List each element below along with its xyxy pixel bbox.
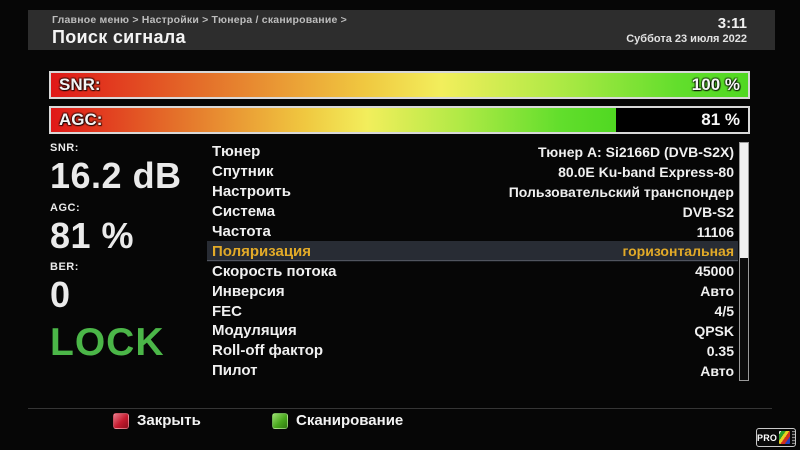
settings-row-label: Система: [212, 203, 276, 221]
signal-stats-panel: SNR: 16.2 dB AGC: 81 % BER: 0 LOCK: [50, 142, 200, 365]
agc-progress-bar: AGC: 81 %: [49, 106, 750, 134]
logo-text: PRO: [757, 432, 778, 443]
clock: 3:11: [717, 15, 747, 32]
settings-row-label: Поляризация: [212, 242, 312, 260]
settings-row[interactable]: Спутник 80.0E Ku-band Express-80: [207, 162, 738, 182]
settings-row[interactable]: Инверсия Авто: [207, 281, 738, 301]
settings-row-value: 11106: [696, 223, 734, 240]
page-title: Поиск сигнала: [52, 27, 186, 47]
settings-row-value: горизонтальная: [622, 243, 734, 260]
snr-stat-value: 16.2 dB: [50, 155, 182, 196]
green-key-icon: [272, 412, 288, 429]
settings-row-value: Тюнер A: Si2166D (DVB-S2X): [537, 143, 734, 160]
channel-watermark-logo: PRO: [756, 428, 796, 447]
settings-row[interactable]: Система DVB-S2: [207, 202, 738, 222]
settings-row[interactable]: Пилот Авто: [207, 361, 738, 381]
scrollbar-thumb[interactable]: [740, 143, 748, 258]
snr-stat-label: SNR:: [50, 142, 79, 154]
breadcrumb: Главное меню > Настройки > Тюнера / скан…: [52, 14, 347, 26]
logo-color-mark-icon: [779, 431, 791, 444]
snr-progress-bar: SNR: 100 %: [49, 71, 750, 99]
settings-row[interactable]: Модуляция QPSK: [207, 321, 738, 341]
settings-row-label: Тюнер: [212, 143, 261, 161]
scan-key-hint[interactable]: Сканирование: [272, 412, 403, 429]
scan-key-label: Сканирование: [296, 412, 404, 429]
close-key-label: Закрыть: [137, 412, 201, 429]
agc-stat-value: 81 %: [50, 214, 135, 256]
settings-row-label: Частота: [212, 223, 271, 240]
settings-row[interactable]: Roll-off фактор 0.35: [207, 341, 738, 361]
agc-bar-fill: [51, 108, 616, 132]
settings-row-label: Roll-off фактор: [212, 342, 324, 360]
settings-row[interactable]: Настроить Пользовательский транспондер: [207, 182, 738, 202]
settings-row-value: DVB-S2: [682, 203, 734, 220]
header-left: Главное меню > Настройки > Тюнера / скан…: [28, 10, 347, 50]
settings-row-value: 0.35: [706, 342, 734, 359]
footer-separator: [28, 408, 772, 409]
agc-bar-label: AGC:: [59, 110, 103, 129]
red-key-icon: [113, 412, 129, 429]
agc-bar-value: 81 %: [701, 110, 740, 129]
ber-stat-value: 0: [50, 274, 71, 316]
settings-row-value: 4/5: [714, 303, 734, 320]
settings-row-label: Пилот: [212, 362, 258, 380]
snr-bar-value: 100 %: [691, 75, 740, 94]
settings-row[interactable]: Частота 11106: [207, 222, 738, 242]
lock-status: LOCK: [50, 320, 165, 364]
header-clock-block: 3:11 Суббота 23 июля 2022: [626, 10, 775, 50]
settings-row-label: Инверсия: [212, 282, 285, 300]
settings-row-label: Скорость потока: [212, 262, 337, 280]
settings-row-label: FEC: [212, 302, 242, 320]
transponder-settings-list: Тюнер Тюнер A: Si2166D (DVB-S2X) Спутник 80…: [207, 142, 738, 381]
settings-row-label: Настроить: [212, 183, 291, 201]
footer-key-hints: Закрыть Сканирование: [0, 412, 800, 434]
close-key-hint[interactable]: Закрыть: [113, 412, 201, 429]
settings-row[interactable]: Скорость потока 45000: [207, 261, 738, 281]
date: Суббота 23 июля 2022: [626, 33, 747, 45]
settings-row-value: 45000: [695, 263, 734, 280]
logo-edge-strip: [792, 431, 795, 444]
settings-row-value: Авто: [700, 283, 734, 300]
settings-row-label: Модуляция: [212, 322, 297, 340]
settings-row[interactable]: Тюнер Тюнер A: Si2166D (DVB-S2X): [207, 142, 738, 162]
settings-row-value: 80.0E Ku-band Express-80: [558, 163, 734, 180]
snr-bar-label: SNR:: [59, 75, 101, 94]
settings-row-value: Авто: [700, 362, 734, 379]
settings-row[interactable]: Поляризация горизонтальная: [207, 241, 738, 262]
header-bar: Главное меню > Настройки > Тюнера / скан…: [28, 10, 775, 50]
settings-row-value: Пользовательский транспондер: [508, 183, 734, 200]
ber-stat-label: BER:: [50, 261, 79, 274]
settings-row-label: Спутник: [212, 163, 274, 181]
settings-row[interactable]: FEC 4/5: [207, 301, 738, 321]
settings-row-value: QPSK: [694, 322, 734, 339]
snr-bar-fill: [51, 73, 748, 97]
settings-scrollbar[interactable]: [739, 142, 749, 381]
agc-stat-label: AGC:: [50, 201, 81, 214]
